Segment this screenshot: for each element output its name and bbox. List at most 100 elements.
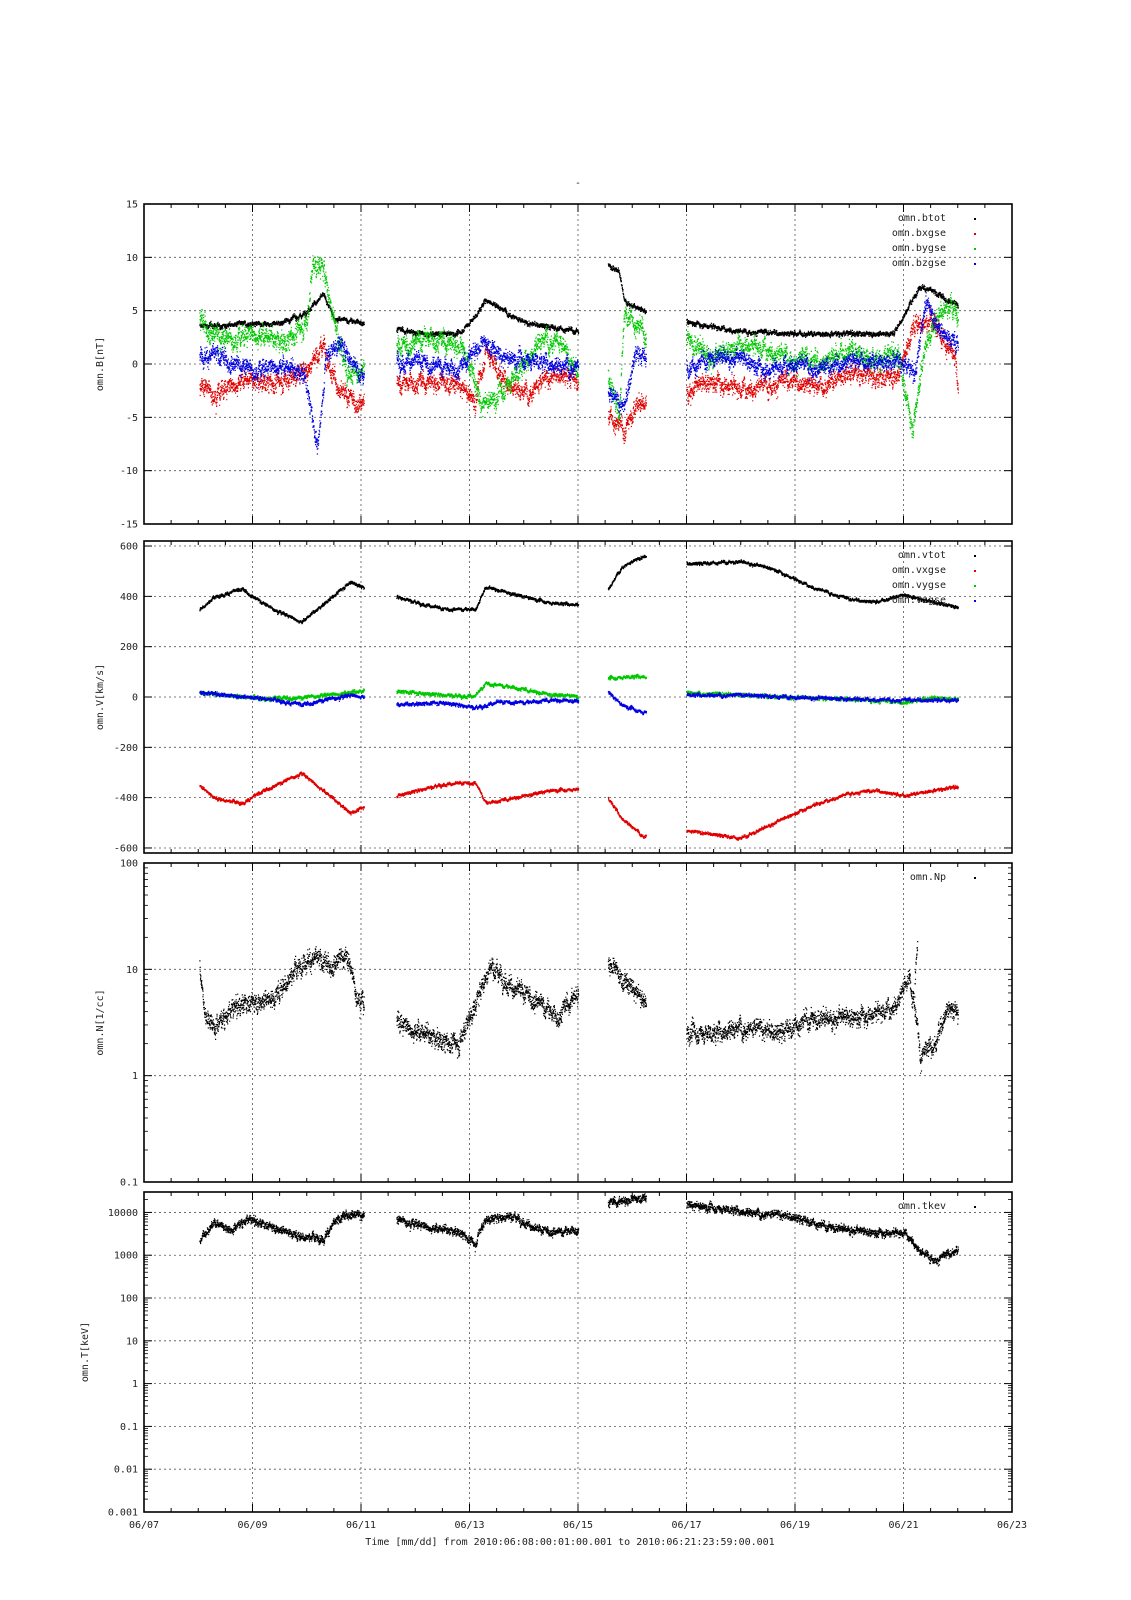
point-cloud	[686, 784, 959, 841]
y-tick-label: 1	[132, 1379, 138, 1390]
point-cloud	[686, 559, 959, 610]
point-cloud	[396, 780, 580, 805]
data-points	[199, 255, 959, 455]
point-cloud	[199, 580, 365, 625]
legend: omn.btot omn.bxgse omn.bygse omn.bzgse	[892, 213, 976, 269]
y-tick-label: 0.1	[120, 1422, 138, 1433]
plot-frame	[143, 862, 1013, 1183]
y-axis-label: omn.T[keV]	[80, 1322, 91, 1382]
point-cloud	[607, 1193, 647, 1209]
point-cloud	[199, 292, 365, 331]
legend-entry: omn.bxgse	[892, 228, 946, 239]
point-cloud	[396, 298, 580, 339]
point-cloud	[686, 1200, 959, 1267]
point-cloud	[396, 957, 580, 1059]
y-tick-label: 1	[132, 1071, 138, 1082]
point-cloud	[686, 284, 959, 339]
y-tick-label: 0.001	[108, 1508, 138, 1519]
plot-frame	[143, 203, 1013, 525]
point-cloud	[686, 306, 959, 406]
panel-1: -15 -10 -5 0 5 10 15 omn.B[nT] omn.btot omn.bxgse…	[95, 200, 1013, 531]
legend-entry: omn.vxgse	[892, 565, 946, 576]
y-tick-label: 100	[120, 859, 138, 870]
legend-marker	[974, 1206, 976, 1208]
series-omn.vxgse	[199, 771, 959, 841]
point-cloud	[396, 335, 580, 381]
plot-frame	[143, 1191, 1013, 1513]
point-cloud	[686, 292, 959, 439]
panels-group: -15-10-5051015omn.B[nT]omn.btotomn.bxgse…	[80, 200, 1027, 1532]
x-tick-label: 06/09	[237, 1520, 267, 1531]
y-tick-label: 10	[126, 1336, 138, 1347]
y-tick-label: -15	[120, 520, 138, 531]
legend: omn.Np	[910, 872, 976, 883]
x-tick-label: 06/23	[997, 1520, 1027, 1531]
y-tick-label: 10	[126, 253, 138, 264]
y-tick-label: 200	[120, 642, 138, 653]
y-tick-label: -600	[114, 843, 138, 854]
point-cloud	[607, 345, 647, 415]
point-cloud	[396, 681, 580, 700]
series-omn.bxgse	[199, 306, 959, 444]
data-points	[199, 941, 959, 1074]
legend-marker	[974, 233, 976, 235]
legend-marker	[974, 600, 976, 602]
point-cloud	[607, 673, 647, 681]
legend-entry: omn.vzgse	[892, 595, 946, 606]
y-tick-label: -200	[114, 743, 138, 754]
y-tick-label: 100	[120, 1294, 138, 1305]
point-cloud	[607, 554, 647, 591]
y-tick-label: 0.1	[120, 1178, 138, 1189]
point-cloud	[396, 697, 580, 711]
x-tick-label: 06/13	[454, 1520, 484, 1531]
point-cloud	[686, 692, 959, 704]
series-omn.btot	[199, 263, 959, 339]
legend-marker	[974, 248, 976, 250]
legend: omn.vtot omn.vxgse omn.vygse omn.vzgse	[892, 550, 976, 606]
series-omn.bzgse	[199, 295, 959, 455]
y-tick-label: -10	[120, 466, 138, 477]
point-cloud	[607, 796, 647, 839]
y-tick-label: 10	[126, 965, 138, 976]
point-cloud	[607, 690, 647, 716]
panel-4: 0.001 0.01 0.1 1 10 100 1000 10000 omn.T[keV] omn…	[80, 1191, 1013, 1519]
y-tick-label: 10000	[108, 1208, 138, 1219]
point-cloud	[396, 341, 580, 417]
legend-marker	[974, 570, 976, 572]
legend: omn.tkev	[898, 1201, 976, 1212]
x-tick-label: 06/11	[346, 1520, 376, 1531]
x-tick-label: 06/21	[888, 1520, 918, 1531]
x-tick-label: 06/07	[129, 1520, 159, 1531]
legend-entry: omn.Np	[910, 872, 946, 883]
y-axis-label: omn.N[1/cc]	[95, 989, 106, 1055]
x-tick-label: 06/15	[563, 1520, 593, 1531]
y-tick-label: 400	[120, 592, 138, 603]
point-cloud	[686, 295, 959, 384]
point-cloud	[199, 690, 365, 708]
y-tick-label: -400	[114, 793, 138, 804]
legend-entry: omn.bzgse	[892, 258, 946, 269]
time-axis-label: Time [mm/dd] from 2010:06:08:00:01:00.00…	[365, 1537, 774, 1548]
legend-entry: omn.vygse	[892, 580, 946, 591]
point-cloud	[199, 946, 365, 1040]
series-omn.Np	[199, 946, 959, 1074]
x-tick-label: 06/19	[780, 1520, 810, 1531]
y-axis-label: omn.B[nT]	[95, 337, 106, 391]
series-omn.tkev	[199, 1193, 959, 1267]
panel-3: 0.1 1 10 100 omn.N[1/cc] omn.Np	[95, 859, 1013, 1189]
y-tick-label: 0	[132, 360, 138, 371]
point-cloud	[607, 957, 647, 1009]
point-cloud	[607, 392, 647, 444]
legend-entry: omn.btot	[898, 213, 946, 224]
point-cloud	[686, 970, 959, 1074]
y-tick-label: -5	[126, 413, 138, 424]
y-tick-label: 0.01	[114, 1465, 138, 1476]
point-cloud	[396, 1211, 580, 1253]
point-cloud	[199, 771, 365, 816]
y-tick-label: 1000	[114, 1251, 138, 1262]
series-omn.vtot	[199, 554, 959, 625]
legend-marker	[974, 263, 976, 265]
legend-entry: omn.bygse	[892, 243, 946, 254]
point-cloud	[607, 263, 647, 315]
